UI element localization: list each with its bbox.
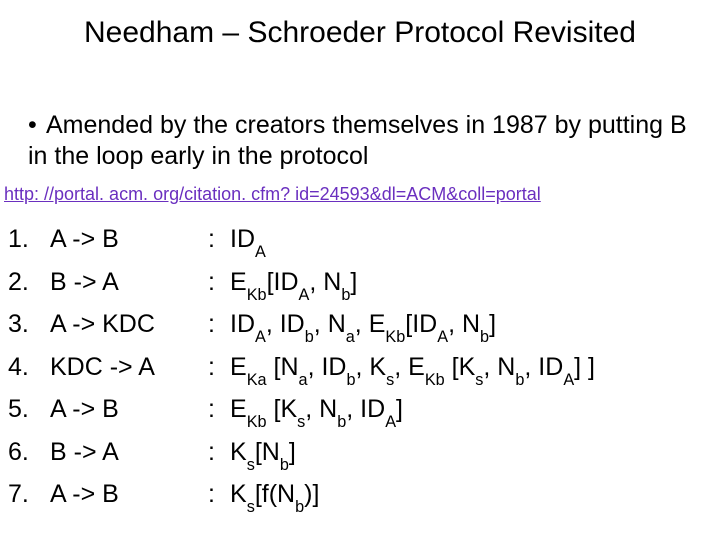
step-arrow: B -> A bbox=[50, 261, 208, 304]
step-number: 6. bbox=[8, 431, 50, 474]
bullet-line: •Amended by the creators themselves in 1… bbox=[28, 110, 698, 173]
step-colon: : bbox=[208, 431, 230, 474]
protocol-step: 1.A -> B:IDA bbox=[8, 218, 595, 261]
protocol-step: 4.KDC -> A:EKa [Na, IDb, Ks, EKb [Ks, Nb… bbox=[8, 346, 595, 389]
step-number: 5. bbox=[8, 388, 50, 431]
protocol-step: 7.A -> B:Ks[f(Nb)] bbox=[8, 473, 595, 516]
step-colon: : bbox=[208, 218, 230, 261]
step-arrow: A -> B bbox=[50, 388, 208, 431]
bullet-text: Amended by the creators themselves in 19… bbox=[28, 111, 687, 170]
step-colon: : bbox=[208, 473, 230, 516]
step-arrow: KDC -> A bbox=[50, 346, 208, 389]
step-arrow: A -> KDC bbox=[50, 303, 208, 346]
step-colon: : bbox=[208, 261, 230, 304]
step-number: 3. bbox=[8, 303, 50, 346]
step-number: 4. bbox=[8, 346, 50, 389]
step-message: Ks[Nb] bbox=[230, 431, 296, 474]
step-number: 7. bbox=[8, 473, 50, 516]
protocol-step: 5.A -> B:EKb [Ks, Nb, IDA] bbox=[8, 388, 595, 431]
step-message: IDA bbox=[230, 218, 266, 261]
step-colon: : bbox=[208, 303, 230, 346]
step-colon: : bbox=[208, 388, 230, 431]
step-number: 2. bbox=[8, 261, 50, 304]
step-arrow: A -> B bbox=[50, 473, 208, 516]
protocol-steps: 1.A -> B:IDA2.B -> A:EKb[IDA, Nb]3.A -> … bbox=[8, 218, 595, 516]
step-message: IDA, IDb, Na, EKb[IDA, Nb] bbox=[230, 303, 496, 346]
step-message: EKa [Na, IDb, Ks, EKb [Ks, Nb, IDA] ] bbox=[230, 346, 595, 389]
step-number: 1. bbox=[8, 218, 50, 261]
step-colon: : bbox=[208, 346, 230, 389]
protocol-step: 3.A -> KDC:IDA, IDb, Na, EKb[IDA, Nb] bbox=[8, 303, 595, 346]
slide: Needham – Schroeder Protocol Revisited •… bbox=[0, 0, 720, 540]
slide-title: Needham – Schroeder Protocol Revisited bbox=[0, 16, 720, 50]
bullet-dot: • bbox=[28, 110, 46, 141]
protocol-step: 2.B -> A:EKb[IDA, Nb] bbox=[8, 261, 595, 304]
citation-link[interactable]: http: //portal. acm. org/citation. cfm? … bbox=[4, 184, 541, 205]
step-arrow: B -> A bbox=[50, 431, 208, 474]
step-message: EKb[IDA, Nb] bbox=[230, 261, 357, 304]
step-message: EKb [Ks, Nb, IDA] bbox=[230, 388, 403, 431]
step-message: Ks[f(Nb)] bbox=[230, 473, 319, 516]
protocol-step: 6.B -> A:Ks[Nb] bbox=[8, 431, 595, 474]
step-arrow: A -> B bbox=[50, 218, 208, 261]
